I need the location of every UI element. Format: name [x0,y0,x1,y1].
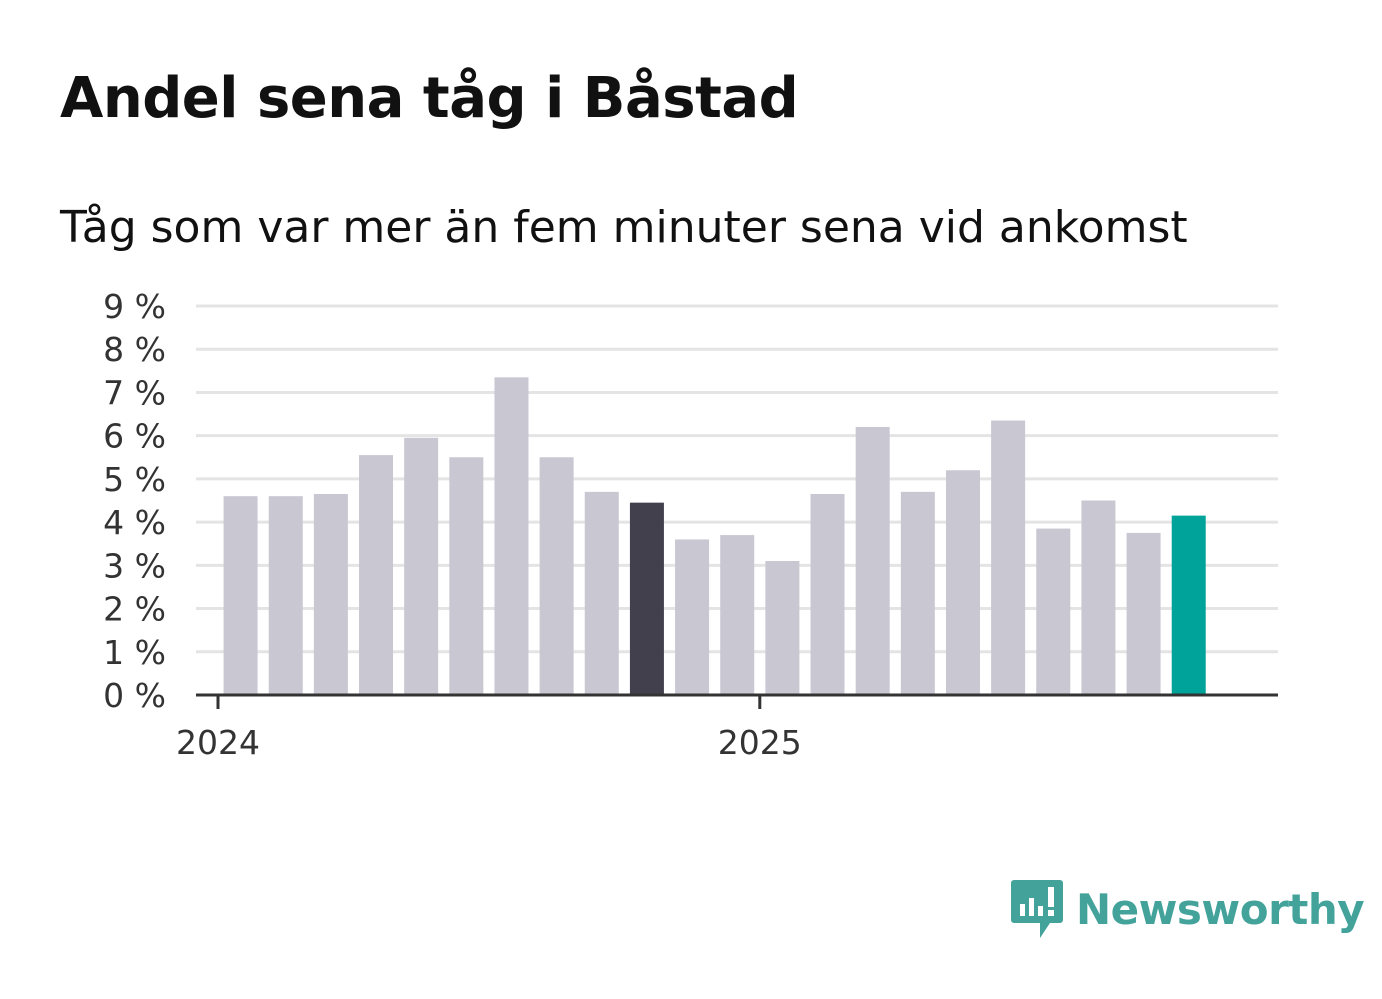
bar-2024-04 [359,455,394,695]
bar-2025-06 [991,420,1026,695]
axes [196,693,1278,709]
y-tick-label: 6 % [103,417,166,456]
bar-2024-03 [313,494,348,695]
bar-2024-01 [223,496,258,695]
bar-2025-03 [855,427,890,695]
brand-name: Newsworthy [1076,884,1365,934]
bar-2024-06 [449,457,484,695]
y-tick-label: 5 % [103,460,166,499]
y-tick-label: 4 % [103,503,166,542]
y-tick-label: 0 % [103,676,166,715]
x-tick-label: 2025 [718,723,802,762]
bar-2025-01 [765,561,800,695]
newsworthy-logo-icon [1011,880,1063,938]
bar-2024-02 [268,496,303,695]
bar-2025-09 [1126,532,1161,695]
tick-labels: 0 % 1 % 2 % 3 % 4 % 5 % 6 % 7 % 8 % 9 % 2024 2025 [103,287,802,762]
page-title: Andel sena tåg i Båstad [60,66,799,131]
newsworthy-logo: Newsworthy [1010,878,1365,940]
bar-2025-10 [1171,515,1206,695]
bar-2025-04 [900,491,935,695]
bar-2024-05 [404,437,439,695]
y-tick-label: 8 % [103,330,166,369]
bar-2025-08 [1081,500,1116,695]
bar-2024-09 [584,491,619,695]
y-tick-label: 2 % [103,590,166,629]
y-tick-label: 3 % [103,546,166,585]
chart-subtitle: Tåg som var mer än fem minuter sena vid … [60,202,1188,253]
y-tick-label: 9 % [103,287,166,326]
bar-2025-07 [1036,528,1071,695]
bar-2024-12 [720,535,755,695]
bars [223,377,1206,695]
y-tick-label: 7 % [103,373,166,412]
bar-2024-10 [629,502,664,695]
bar-2024-07 [494,377,529,695]
bar-2024-08 [539,457,574,695]
y-tick-label: 1 % [103,633,166,672]
bar-2025-05 [945,470,980,695]
bar-2025-02 [810,494,845,695]
bar-2024-11 [675,539,710,695]
x-tick-label: 2024 [176,723,260,762]
